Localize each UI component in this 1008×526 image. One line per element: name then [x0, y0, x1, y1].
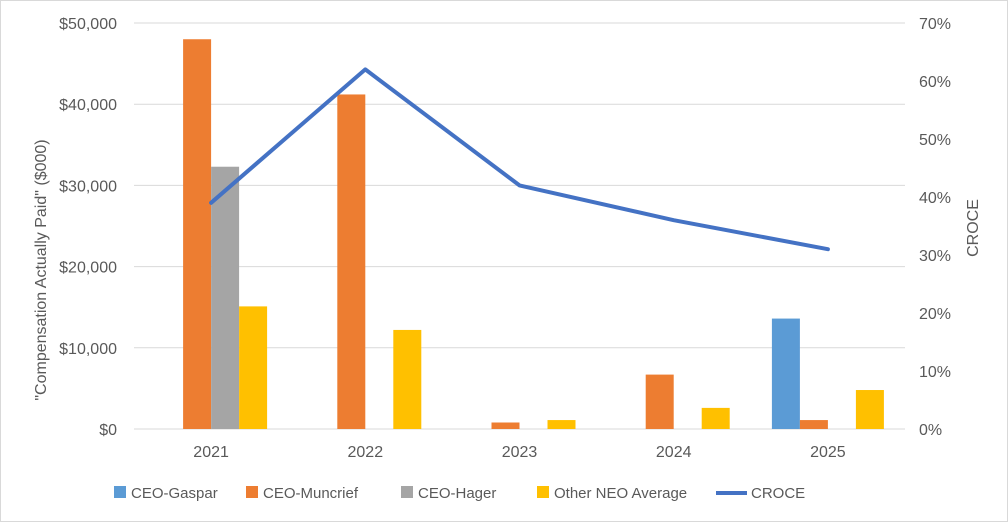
line-croce [209, 67, 830, 252]
bar-other-neo-average [855, 390, 884, 429]
left-tick-label: $20,000 [59, 260, 117, 277]
left-tick-label: $50,000 [59, 16, 117, 33]
legend-label: CEO-Gaspar [131, 485, 218, 502]
legend: CEO-Gaspar CEO-Muncrief CEO-Hager Other NEO… [114, 485, 805, 502]
right-axis-title: CROCE [965, 199, 982, 257]
bar-ceo-muncrief [337, 94, 366, 430]
right-tick-label: 30% [919, 248, 951, 265]
right-tick-label: 10% [919, 364, 951, 381]
category-axis-ticks: 2021 2022 2023 2024 2025 [193, 444, 845, 461]
right-tick-label: 60% [919, 74, 951, 91]
bar-ceo-muncrief [799, 420, 828, 429]
bar-other-neo-average [393, 329, 422, 429]
left-tick-label: $0 [99, 422, 117, 439]
bar-ceo-hager [211, 166, 240, 429]
legend-swatch [537, 486, 549, 498]
right-axis-ticks: 0% 10% 20% 30% 40% 50% 60% 70% [919, 16, 951, 439]
category-tick-label: 2022 [348, 444, 384, 461]
legend-swatch [246, 486, 258, 498]
left-tick-label: $40,000 [59, 97, 117, 114]
line-series [209, 67, 830, 252]
left-axis-title: "Compensation Actually Paid" ($000) [33, 139, 50, 400]
right-tick-label: 70% [919, 16, 951, 33]
category-tick-label: 2023 [502, 444, 538, 461]
right-tick-label: 40% [919, 190, 951, 207]
left-tick-label: $10,000 [59, 341, 117, 358]
right-tick-label: 50% [919, 132, 951, 149]
bar-ceo-gaspar [771, 318, 800, 429]
category-tick-label: 2024 [656, 444, 692, 461]
bar-other-neo-average [701, 407, 730, 429]
legend-label: CEO-Muncrief [263, 485, 359, 502]
bar-other-neo-average [547, 420, 576, 429]
category-tick-label: 2021 [193, 444, 229, 461]
bar-other-neo-average [239, 306, 268, 429]
bar-ceo-muncrief [491, 422, 520, 429]
legend-swatch [114, 486, 126, 498]
left-axis-ticks: $0 $10,000 $20,000 $30,000 $40,000 $50,000 [59, 16, 117, 439]
legend-label: Other NEO Average [554, 485, 687, 502]
bar-ceo-muncrief [183, 39, 212, 430]
legend-swatch [401, 486, 413, 498]
right-tick-label: 20% [919, 306, 951, 323]
right-tick-label: 0% [919, 422, 942, 439]
bar-ceo-muncrief [645, 374, 674, 429]
legend-label: CROCE [751, 485, 805, 502]
category-tick-label: 2025 [810, 444, 846, 461]
left-tick-label: $30,000 [59, 178, 117, 195]
legend-label: CEO-Hager [418, 485, 496, 502]
bar-series [183, 39, 884, 430]
